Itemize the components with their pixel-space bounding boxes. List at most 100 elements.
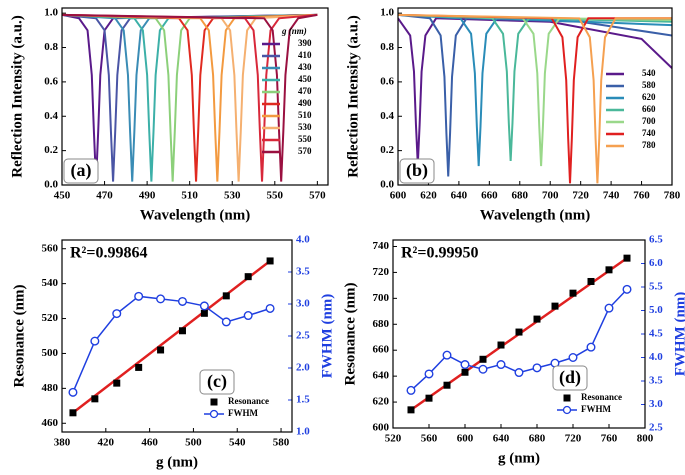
y-axis-title: Reflection Intensity (a.u.) [345,15,361,177]
marker [496,360,506,370]
fit-line [72,259,271,414]
legend-marker [210,398,218,406]
y2-tick-label: 3.5 [296,266,310,278]
x-tick-label: 640 [493,433,510,445]
legend-label: 700 [642,116,656,126]
legend-label: 530 [298,122,312,132]
x-tick-label: 620 [420,190,437,202]
legend-label: 550 [298,134,312,144]
panel-label: (b) [406,160,428,181]
plot-frame [61,7,329,186]
panel-label: (c) [207,371,227,392]
marker [515,328,523,336]
x-tick-label: 450 [54,190,71,202]
marker [199,301,209,311]
panel-label: (d) [559,367,581,388]
y-tick-label: 0.6 [380,75,394,87]
series-line [398,13,672,161]
y-tick-label: 1.0 [44,7,58,19]
y-tick-label: 640 [373,370,390,382]
legend-label: 410 [298,50,312,60]
marker [112,309,122,319]
plot-frame [61,239,293,433]
x-axis-title: Wavelength (nm) [140,207,250,223]
series-line [398,13,672,184]
legend-label: Resonance [228,396,269,406]
marker [200,309,208,317]
legend-label: 450 [298,74,312,84]
y-tick-label: 0.0 [44,179,58,191]
x-tick-label: 570 [309,190,326,202]
y2-tick-label: 6.5 [649,234,663,246]
y2-tick-label: 2.5 [649,422,663,434]
marker [605,266,613,274]
marker [424,369,434,379]
y2-tick-label: 6.0 [649,257,663,269]
y2-tick-label: 4.0 [649,351,663,363]
x-tick-label: 720 [572,190,589,202]
y-tick-label: 1.0 [380,7,394,19]
marker [265,303,275,313]
x-tick-label: 520 [385,433,402,445]
marker [568,353,578,363]
legend-label: 660 [642,104,656,114]
panel-label: (a) [71,160,92,181]
legend-label: 740 [642,128,656,138]
legend-marker [562,405,572,415]
series-line [398,13,672,177]
y2-tick-label: 3.5 [649,375,663,387]
plot-frame [397,7,673,186]
legend-label: 780 [642,140,656,150]
panel: 600 620 640 660 680 700 720 740 760 780 0.0 0.2 0.4 0… [345,7,680,224]
x-tick-label: 600 [457,433,474,445]
y-tick-label: 460 [42,417,59,429]
marker [266,257,274,265]
marker [91,395,99,403]
legend-label: 470 [298,86,312,96]
y-axis-title: Resonance (nm) [11,285,27,388]
x-tick-label: 530 [224,190,241,202]
marker [177,296,187,306]
legend-marker [563,394,571,402]
x-tick-label: 540 [229,437,246,449]
marker [222,292,230,300]
x-tick-label: 500 [185,437,202,449]
marker [425,394,433,402]
marker [134,291,144,301]
panel: 380 420 460 500 540 580 460 480 500 520 540 560 1.0 1… [11,234,335,471]
y2-tick-label: 3.0 [296,298,310,310]
y-tick-label: 480 [42,382,59,394]
y-tick-label: 740 [373,240,390,252]
x-tick-label: 700 [542,190,559,202]
marker [460,360,470,370]
series-line [62,13,318,182]
x-tick-label: 680 [529,433,546,445]
series-line [62,13,318,182]
series-line [62,13,318,182]
x-axis-title: g (nm) [498,450,540,466]
marker [532,363,542,373]
x-tick-label: 760 [633,190,650,202]
panel-label-box [552,365,588,391]
x-axis-title: Wavelength (nm) [480,207,590,223]
marker [69,409,77,417]
marker [461,368,469,376]
panel-label-box [399,158,435,184]
marker [497,341,505,349]
x-tick-label: 470 [96,190,113,202]
series-line [398,13,672,167]
y-axis-title: Resonance (nm) [342,283,358,386]
x-tick-label: 600 [390,190,407,202]
marker [113,379,121,387]
x-tick-label: 680 [512,190,529,202]
y-tick-label: 540 [42,277,59,289]
y2-tick-label: 5.0 [649,304,663,316]
y-tick-label: 520 [42,312,59,324]
marker [243,311,253,321]
marker [551,302,559,310]
panel: 450 470 490 510 530 550 570 0.0 0.2 0.4 0.6 0.8 1.0 W… [9,7,329,223]
panel: 520 560 600 640 680 720 760 800 600 620 640 660 680 7… [342,234,685,467]
y2-tick-label: 1.0 [296,426,310,438]
x-tick-label: 560 [421,433,438,445]
x-tick-label: 460 [141,437,158,449]
